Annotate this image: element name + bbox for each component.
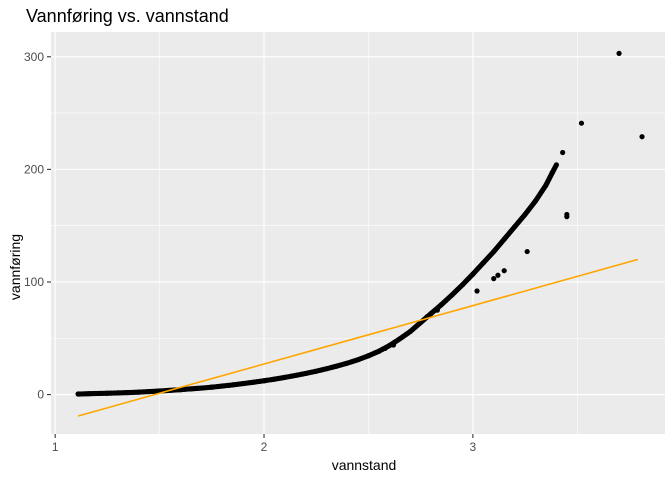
- data-point: [372, 350, 378, 356]
- data-point: [292, 372, 298, 379]
- x-axis-ticks: 1 2 3: [52, 434, 477, 454]
- data-point: [240, 380, 246, 387]
- data-point: [501, 268, 507, 274]
- data-point: [219, 383, 225, 389]
- data-point: [382, 345, 388, 352]
- data-point: [376, 348, 382, 354]
- data-point: [428, 310, 434, 317]
- data-point: [344, 360, 351, 366]
- data-point: [407, 328, 413, 335]
- x-tick-label: 2: [261, 440, 268, 454]
- data-point: [146, 388, 152, 395]
- data-point: [355, 357, 361, 363]
- regression-line: [77, 258, 639, 417]
- y-axis-title: vannføring: [7, 234, 23, 300]
- data-point: [365, 353, 372, 359]
- data-point: [639, 134, 645, 140]
- data-point: [459, 282, 466, 288]
- y-tick-label: 200: [24, 162, 44, 176]
- data-point: [85, 391, 92, 397]
- x-tick-label: 3: [470, 440, 477, 454]
- data-point: [94, 390, 100, 397]
- data-point: [188, 386, 194, 392]
- major-gridlines: [51, 32, 665, 434]
- plot-panel: [51, 32, 665, 434]
- data-point: [616, 50, 622, 56]
- data-point: [104, 390, 110, 396]
- data-point: [250, 379, 257, 385]
- x-tick-label: 1: [52, 440, 59, 454]
- data-point: [303, 370, 309, 377]
- data-point: [491, 276, 497, 282]
- y-tick-label: 100: [24, 275, 44, 289]
- data-point: [282, 374, 288, 380]
- data-point: [261, 378, 267, 384]
- data-point: [397, 336, 403, 342]
- data-point: [271, 376, 278, 382]
- data-point: [522, 211, 528, 218]
- minor-gridlines: [51, 32, 665, 434]
- data-point: [480, 260, 486, 266]
- chart-title: Vannføring vs. vannstand: [26, 6, 229, 26]
- data-point: [543, 182, 549, 188]
- data-point: [524, 248, 530, 255]
- data-point: [560, 149, 566, 156]
- data-point: [198, 385, 204, 391]
- data-point: [136, 389, 142, 395]
- data-point: [578, 120, 585, 126]
- data-point: [438, 301, 445, 308]
- data-point: [564, 214, 570, 220]
- data-point: [532, 198, 539, 204]
- data-point: [491, 248, 497, 255]
- data-point: [115, 390, 121, 396]
- data-point: [470, 271, 476, 277]
- data-point: [474, 288, 480, 294]
- data-point: [125, 389, 131, 396]
- y-axis-ticks: 0 100 200 300: [24, 50, 51, 402]
- y-tick-label: 300: [24, 50, 44, 64]
- data-point: [386, 343, 392, 349]
- data-point: [512, 224, 518, 230]
- data-point: [553, 162, 560, 168]
- data-point: [501, 236, 507, 242]
- regression-line-group: [77, 258, 639, 417]
- data-point: [449, 292, 455, 298]
- data-point: [334, 363, 340, 369]
- scatter-points: [75, 50, 645, 397]
- x-axis-title: vannstand: [332, 457, 397, 473]
- y-tick-label: 0: [37, 388, 44, 402]
- data-point: [75, 391, 81, 397]
- data-point: [434, 307, 440, 313]
- data-point: [549, 170, 555, 176]
- data-point: [313, 368, 319, 374]
- data-point: [230, 382, 236, 388]
- data-point: [324, 366, 330, 372]
- data-point: [390, 342, 397, 348]
- data-point: [495, 272, 501, 278]
- data-point: [209, 384, 215, 390]
